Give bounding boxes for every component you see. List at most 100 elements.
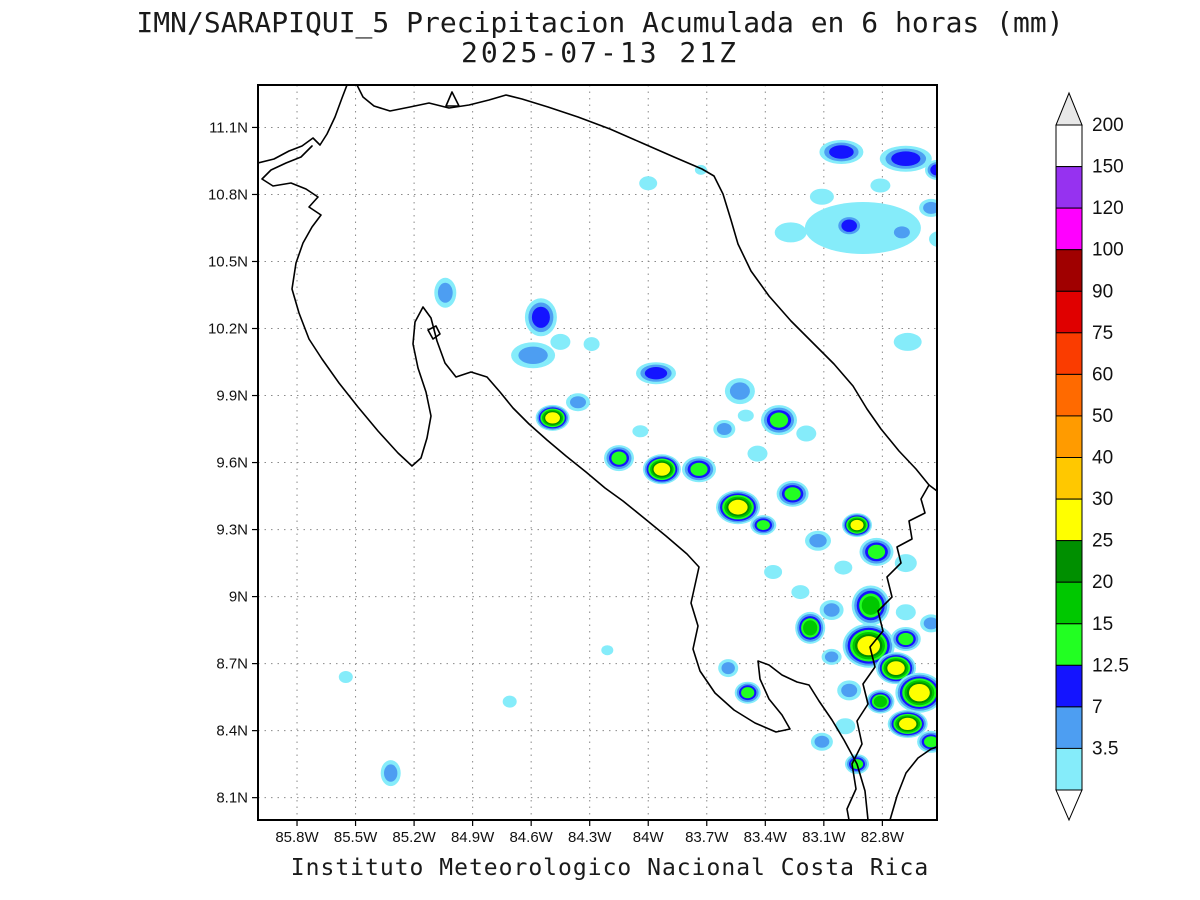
colorbar-band	[1055, 706, 1083, 750]
lat-lon-grid	[258, 85, 937, 820]
precip-cell-level	[930, 164, 937, 176]
precip-cell-level	[437, 282, 453, 303]
precip-cell-level	[891, 151, 921, 166]
precip-cell-level	[632, 425, 649, 438]
precip-cell-level	[728, 499, 748, 515]
lat-tick-label: 9.6N	[216, 455, 248, 472]
precip-cell-level	[721, 662, 735, 675]
precip-cell-level	[338, 671, 353, 683]
coastline-nicaragua-pacific	[258, 85, 348, 164]
colorbar-band	[1055, 540, 1083, 583]
lon-tick-label: 83.4W	[744, 829, 788, 846]
precip-cell-level	[737, 409, 754, 422]
precip-cell-level	[545, 412, 560, 424]
colorbar-band	[1055, 581, 1083, 625]
colorbar-label: 15	[1092, 614, 1113, 635]
precip-cell-level	[834, 560, 853, 575]
precip-cell-level	[729, 382, 750, 400]
precip-cell-level	[823, 603, 840, 617]
lon-tick-label: 83.1W	[802, 829, 846, 846]
lat-tick-label: 8.7N	[216, 656, 248, 673]
lon-tick-label: 82.8W	[861, 829, 905, 846]
lat-tick-label: 10.2N	[208, 321, 248, 338]
axis-labels: 85.8W 85.5W 85.2W 84.9W 84.6W 84.3W 84W 83.7W 83…	[208, 119, 905, 846]
lat-tick-label: 9.9N	[216, 388, 248, 405]
island-triangle	[445, 91, 460, 107]
precip-cell-level	[923, 201, 937, 214]
lat-tick-label: 8.1N	[216, 790, 248, 807]
precip-cell-level	[809, 188, 834, 205]
precip-cell-level	[716, 423, 732, 435]
precip-cell-level	[929, 231, 937, 247]
lon-tick-label: 85.5W	[334, 829, 378, 846]
colorbar-band	[1055, 166, 1083, 209]
lon-tick-label: 84.6W	[509, 829, 553, 846]
precip-cell-level	[570, 396, 586, 409]
colorbar-band	[1055, 373, 1083, 417]
precip-cell-level	[804, 202, 921, 254]
precip-cell-level	[923, 617, 937, 630]
precip-cell-level	[829, 145, 854, 159]
precip-cell-level	[741, 687, 755, 699]
precip-cell-level	[803, 620, 818, 636]
colorbar-band	[1055, 623, 1083, 666]
precip-cell-level	[895, 604, 916, 621]
colorbar-band	[1055, 290, 1083, 334]
precip-cell-level	[841, 219, 857, 232]
precip-cell-level	[550, 333, 571, 350]
coastline-caribbean-and-border	[356, 85, 930, 820]
precip-cell-level	[924, 736, 937, 748]
colorbar-label: 90	[1092, 281, 1113, 302]
colorbar-label: 200	[1092, 115, 1124, 136]
precip-cell-level	[873, 695, 888, 708]
colorbar-label: 12.5	[1092, 655, 1129, 676]
precip-cell-level	[583, 337, 600, 352]
plot-subtitle: 2025-07-13 21Z	[460, 36, 739, 69]
colorbar-band	[1055, 664, 1083, 708]
lat-tick-label: 8.4N	[216, 723, 248, 740]
precip-cell-level	[870, 178, 891, 193]
precip-cell-level	[639, 176, 658, 191]
precip-cell-level	[796, 425, 817, 442]
colorbar-band	[1055, 249, 1083, 292]
colorbar-band	[1055, 415, 1083, 458]
precip-cell-level	[384, 764, 398, 782]
colorbar-under-triangle	[1055, 789, 1083, 822]
precip-cell-level	[824, 651, 839, 663]
lon-tick-label: 83.7W	[685, 829, 729, 846]
colorbar-label: 3.5	[1092, 738, 1118, 759]
precip-cell-level	[909, 684, 930, 702]
colorbar-band	[1055, 457, 1083, 500]
precip-cell-level	[690, 462, 708, 476]
lat-tick-label: 10.8N	[208, 186, 248, 203]
colorbar: 200 150 120 100 90 75 60 50 40 30 25 20 15 12.5 7 3.5	[1055, 91, 1129, 822]
precip-cell-level	[809, 534, 827, 548]
lon-tick-label: 85.8W	[275, 829, 319, 846]
precip-cell-level	[861, 596, 880, 615]
colorbar-label: 7	[1092, 697, 1103, 718]
precipitation-cells	[338, 140, 937, 787]
lat-tick-label: 11.1N	[209, 119, 248, 136]
precip-cell-level	[653, 462, 671, 476]
precip-cell-level	[518, 346, 548, 364]
precip-cell-level	[784, 487, 801, 501]
precip-cell-level	[747, 445, 768, 462]
colorbar-over-triangle	[1055, 91, 1083, 126]
colorbar-label: 120	[1092, 198, 1124, 219]
plot-title: IMN/SARAPIQUI_5 Precipitacion Acumulada …	[136, 6, 1064, 39]
precip-cell-level	[791, 585, 810, 600]
precip-cell-level	[774, 222, 807, 243]
colorbar-label: 150	[1092, 157, 1124, 178]
precip-cell-level	[611, 451, 627, 465]
precip-cell-level	[899, 717, 917, 731]
precip-cell-level	[898, 632, 914, 646]
precip-cell-level	[893, 332, 922, 351]
precip-cell-level	[887, 661, 905, 675]
gulf-island	[427, 325, 441, 340]
colorbar-label: 100	[1092, 240, 1124, 261]
lat-tick-label: 10.5N	[208, 253, 248, 270]
precip-cell-level	[841, 683, 858, 698]
precip-cell-level	[601, 645, 614, 656]
precip-cell-level	[531, 306, 550, 328]
